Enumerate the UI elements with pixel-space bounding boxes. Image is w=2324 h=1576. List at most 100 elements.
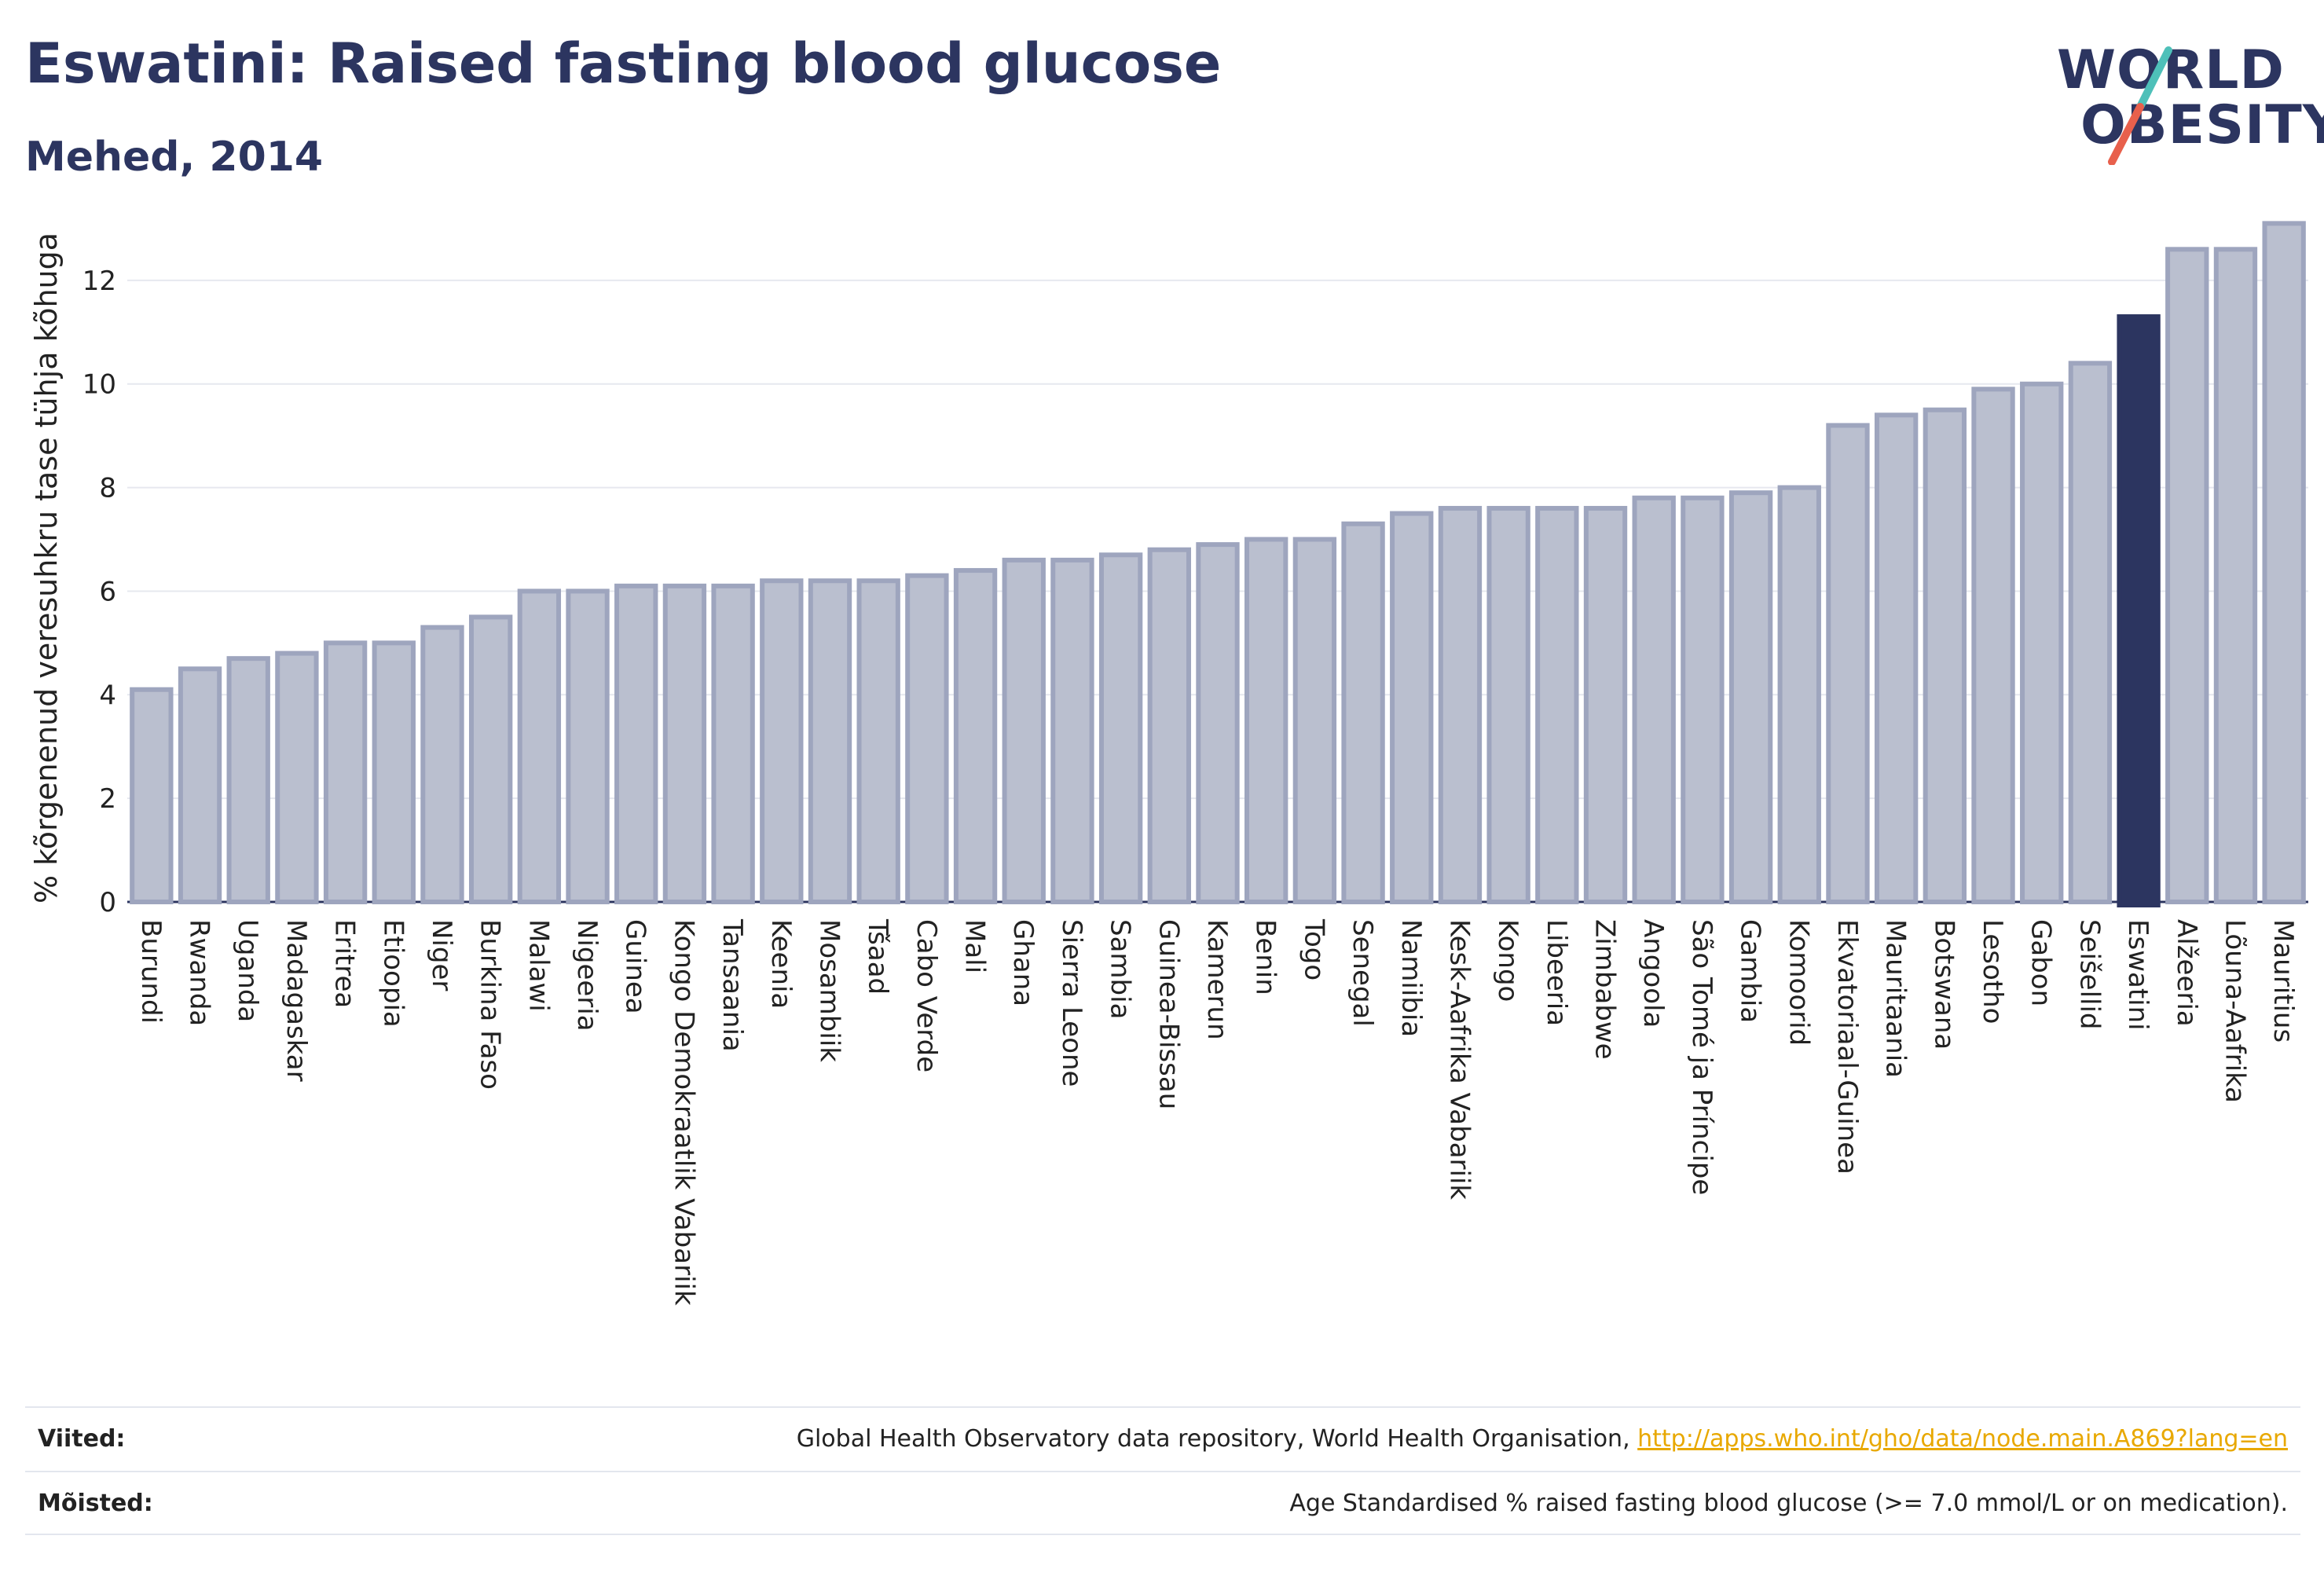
bar-lesotho[interactable] <box>1971 387 2015 905</box>
y-tick-label: 8 <box>99 473 116 504</box>
definitions-label: Mõisted: <box>38 1489 153 1517</box>
bar-sambia[interactable] <box>1098 552 1143 905</box>
x-tick-label: Seišellid <box>2073 919 2105 1030</box>
x-tick-label: Nigeeria <box>571 919 603 1032</box>
bar-togo[interactable] <box>1292 537 1337 904</box>
bar-sierra-leone[interactable] <box>1050 557 1094 905</box>
x-tick-label: Uganda <box>232 919 263 1022</box>
bar-nigeeria[interactable] <box>566 588 610 904</box>
bar-keenia[interactable] <box>760 578 804 905</box>
y-tick-label: 0 <box>99 887 116 918</box>
bar-l-una-aafrika[interactable] <box>2213 247 2258 905</box>
bar-zimbabwe[interactable] <box>1583 505 1628 904</box>
bar-kamerun[interactable] <box>1196 542 1240 904</box>
x-tick-label: Eswatini <box>2122 919 2154 1031</box>
bar-t-aad[interactable] <box>856 578 900 905</box>
definitions-value: Age Standardised % raised fasting blood … <box>1289 1489 2288 1517</box>
bar-niger[interactable] <box>420 625 464 904</box>
x-tick-label: Sierra Leone <box>1056 919 1087 1087</box>
bar-mauritaania[interactable] <box>1874 412 1919 904</box>
x-tick-label: Gabon <box>2025 919 2057 1006</box>
x-tick-label: Eritrea <box>329 919 361 1008</box>
bar-mosambiik[interactable] <box>808 578 852 905</box>
chart-subtitle: Mehed, 2014 <box>25 134 324 181</box>
bar-malawi[interactable] <box>517 588 562 904</box>
x-tick-label: Kamerun <box>1201 919 1233 1040</box>
x-tick-label: São Tomé ja Príncipe <box>1686 919 1717 1195</box>
x-tick-label: Botswana <box>1928 919 1959 1050</box>
bar-eswatini[interactable] <box>2117 314 2161 907</box>
y-tick-label: 12 <box>82 266 116 297</box>
x-tick-label: Tšaad <box>862 918 893 995</box>
sources-link[interactable]: http://apps.who.int/gho/data/node.main.A… <box>1637 1424 2288 1453</box>
x-tick-label: Rwanda <box>184 919 215 1026</box>
bar-botswana[interactable] <box>1923 407 1967 904</box>
x-tick-label: Alžeeria <box>2171 919 2202 1027</box>
bar-madagaskar[interactable] <box>275 651 319 904</box>
x-tick-label: Namiibia <box>1395 919 1427 1037</box>
x-tick-label: Guinea-Bissau <box>1153 919 1184 1109</box>
x-tick-label: Mauritius <box>2267 919 2299 1043</box>
bar-gabon[interactable] <box>2020 381 2064 905</box>
bar-mauritius[interactable] <box>2262 221 2306 904</box>
x-tick-label: Togo <box>1298 918 1329 980</box>
x-tick-label: Tansaania <box>717 918 748 1052</box>
sources-label: Viited: <box>38 1424 126 1453</box>
bar-cabo-verde[interactable] <box>905 573 949 905</box>
bar-tansaania[interactable] <box>711 583 755 905</box>
x-tick-label: Keenia <box>765 919 797 1009</box>
bar-sei-ellid[interactable] <box>2068 361 2113 904</box>
bar-rwanda[interactable] <box>178 666 222 904</box>
bar-kongo-demokraatlik-vabariik[interactable] <box>662 583 707 905</box>
bar-libeeria[interactable] <box>1535 505 1579 904</box>
bar-mali[interactable] <box>953 568 998 905</box>
x-tick-label: Lõuna-Aafrika <box>2219 919 2250 1103</box>
bar-s-o-tom-ja-pr-ncipe[interactable] <box>1681 495 1725 904</box>
x-tick-label: Zimbabwe <box>1589 919 1621 1060</box>
bar-kongo[interactable] <box>1486 505 1530 904</box>
y-tick-label: 2 <box>99 783 116 815</box>
y-tick-label: 6 <box>99 576 116 607</box>
bar-benin[interactable] <box>1244 537 1288 904</box>
x-tick-label: Komoorid <box>1783 919 1814 1046</box>
bar-guinea-bissau[interactable] <box>1147 547 1191 904</box>
world-obesity-logo: WORLD OBESITY <box>2043 31 2324 165</box>
bar-ekvatoriaal-guinea[interactable] <box>1826 423 1870 904</box>
x-tick-label: Burundi <box>135 919 167 1024</box>
x-tick-label: Kongo <box>1492 919 1523 1002</box>
bar-guinea[interactable] <box>614 583 658 905</box>
bar-namiibia[interactable] <box>1390 511 1434 904</box>
bar-burkina-faso[interactable] <box>468 614 513 904</box>
x-tick-label: Sambia <box>1105 919 1136 1019</box>
logo-slash-icon <box>2108 46 2172 165</box>
bar-gambia[interactable] <box>1728 490 1773 904</box>
y-axis-label: % kõrgenenud veresuhkru tase tühja kõhug… <box>29 233 64 903</box>
bar-eritrea[interactable] <box>323 640 368 904</box>
bar-al-eeria[interactable] <box>2165 247 2209 905</box>
bar-etioopia[interactable] <box>372 640 416 904</box>
footer-sources-row: Viited: Global Health Observatory data r… <box>25 1406 2300 1469</box>
y-tick-labels: 0 2 4 6 8 10 12 <box>82 266 116 918</box>
x-tick-label: Angoola <box>1637 919 1669 1028</box>
bar-angoola[interactable] <box>1632 495 1676 904</box>
x-tick-label: Etioopia <box>377 919 409 1028</box>
x-tick-label: Mosambiik <box>813 919 845 1062</box>
bar-komoorid[interactable] <box>1777 485 1821 904</box>
x-tick-label: Madagaskar <box>280 919 312 1082</box>
bar-ghana[interactable] <box>1002 557 1046 905</box>
x-tick-label: Lesotho <box>1977 919 2008 1024</box>
x-tick-label: Kesk-Aafrika Vabariik <box>1443 919 1475 1200</box>
bar-kesk-aafrika-vabariik[interactable] <box>1438 505 1483 904</box>
bar-uganda[interactable] <box>226 656 270 904</box>
footer-definitions-row: Mõisted: Age Standardised % raised fasti… <box>25 1471 2300 1535</box>
bar-senegal[interactable] <box>1341 521 1385 904</box>
x-tick-label: Cabo Verde <box>911 919 942 1072</box>
x-tick-label: Gambia <box>1735 919 1766 1023</box>
y-tick-label: 10 <box>82 369 116 401</box>
sources-text: Global Health Observatory data repositor… <box>796 1424 1638 1453</box>
bar-burundi[interactable] <box>130 687 174 904</box>
x-tick-label: Libeeria <box>1541 919 1572 1026</box>
y-tick-label: 4 <box>99 680 116 711</box>
x-tick-label: Guinea <box>620 919 651 1014</box>
bars <box>130 221 2306 907</box>
